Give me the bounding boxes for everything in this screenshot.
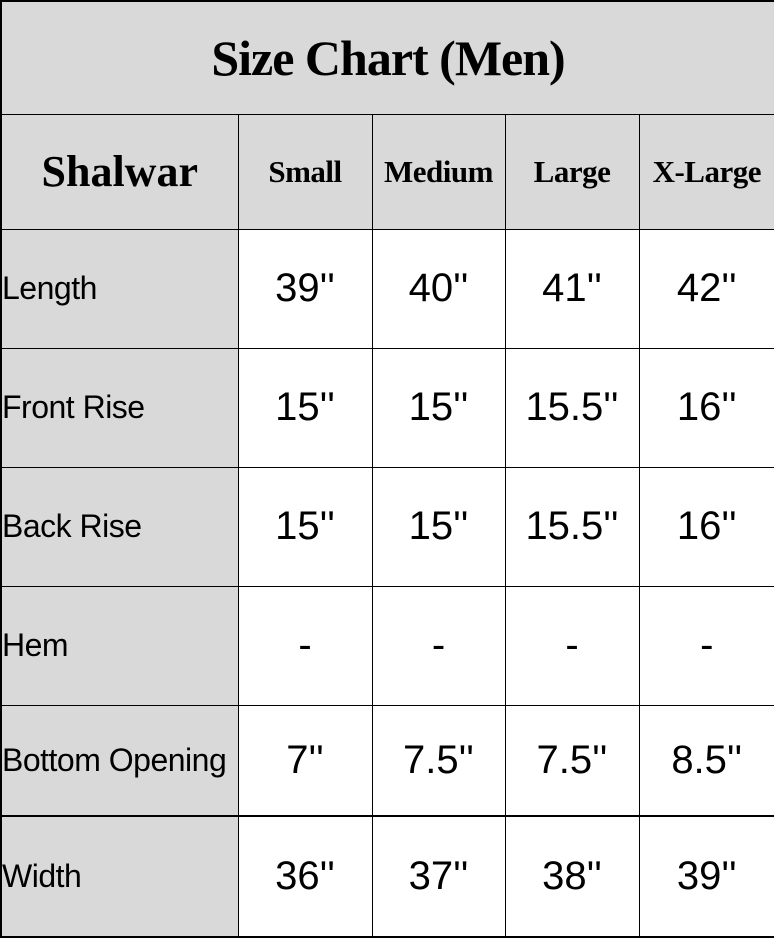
chart-title: Size Chart (Men) bbox=[0, 0, 774, 115]
table-row-hem: Hem - - - - bbox=[0, 585, 774, 706]
value-cell: 7.5'' bbox=[371, 704, 506, 817]
value-cell: 39'' bbox=[237, 228, 373, 349]
header-row: Shalwar Small Medium Large X-Large bbox=[0, 113, 774, 230]
value-cell: 41'' bbox=[504, 228, 640, 349]
value-cell: - bbox=[638, 585, 774, 706]
row-label-bottom-opening: Bottom Opening bbox=[0, 704, 239, 817]
value-cell: 15.5'' bbox=[504, 466, 640, 587]
value-cell: 8.5'' bbox=[638, 704, 774, 817]
value-cell: 36'' bbox=[237, 815, 373, 938]
table-row-length: Length 39'' 40'' 41'' 42'' bbox=[0, 228, 774, 349]
value-cell: 15'' bbox=[237, 466, 373, 587]
value-cell: - bbox=[237, 585, 373, 706]
column-header-xlarge: X-Large bbox=[638, 113, 774, 230]
value-cell: - bbox=[371, 585, 506, 706]
value-cell: 15'' bbox=[371, 466, 506, 587]
value-cell: 37'' bbox=[371, 815, 506, 938]
table-row-bottom-opening: Bottom Opening 7'' 7.5'' 7.5'' 8.5'' bbox=[0, 704, 774, 817]
column-header-medium: Medium bbox=[371, 113, 506, 230]
table-row-back-rise: Back Rise 15'' 15'' 15.5'' 16'' bbox=[0, 466, 774, 587]
column-header-small: Small bbox=[237, 113, 373, 230]
table-row-front-rise: Front Rise 15'' 15'' 15.5'' 16'' bbox=[0, 347, 774, 468]
value-cell: - bbox=[504, 585, 640, 706]
value-cell: 42'' bbox=[638, 228, 774, 349]
row-label-back-rise: Back Rise bbox=[0, 466, 239, 587]
row-label-front-rise: Front Rise bbox=[0, 347, 239, 468]
row-label-length: Length bbox=[0, 228, 239, 349]
table-row-width: Width 36'' 37'' 38'' 39'' bbox=[0, 815, 774, 938]
value-cell: 16'' bbox=[638, 347, 774, 468]
value-cell: 15'' bbox=[371, 347, 506, 468]
value-cell: 40'' bbox=[371, 228, 506, 349]
title-row: Size Chart (Men) bbox=[0, 0, 774, 115]
row-label-hem: Hem bbox=[0, 585, 239, 706]
value-cell: 38'' bbox=[504, 815, 640, 938]
corner-header-shalwar: Shalwar bbox=[0, 113, 239, 230]
value-cell: 16'' bbox=[638, 466, 774, 587]
value-cell: 7'' bbox=[237, 704, 373, 817]
row-label-width: Width bbox=[0, 815, 239, 938]
column-header-large: Large bbox=[504, 113, 640, 230]
value-cell: 15.5'' bbox=[504, 347, 640, 468]
value-cell: 15'' bbox=[237, 347, 373, 468]
value-cell: 39'' bbox=[638, 815, 774, 938]
value-cell: 7.5'' bbox=[504, 704, 640, 817]
